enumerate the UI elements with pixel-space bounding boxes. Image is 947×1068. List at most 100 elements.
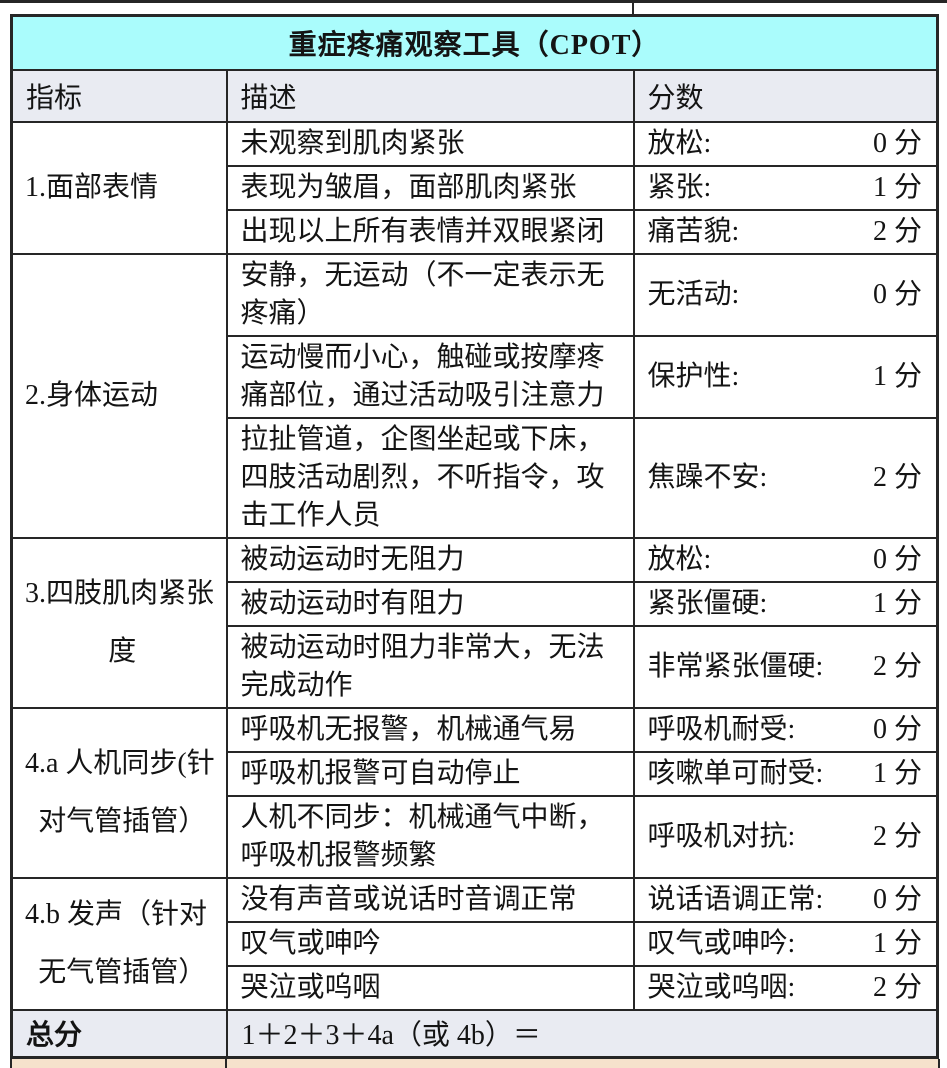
score-cell: 咳嗽单可耐受: 1 分 [632, 750, 939, 797]
description-cell: 呼吸机报警可自动停止 [225, 750, 635, 797]
score-wrap: 咳嗽单可耐受: 1 分 [648, 755, 923, 793]
score-cell: 焦躁不安: 2 分 [632, 416, 939, 539]
score-label: 痛苦貌: [647, 215, 740, 247]
score-cell: 呼吸机耐受: 0 分 [632, 706, 939, 753]
table-row: 2.身体运动 安静，无运动（不一定表示无疼痛） 无活动: 0 分 [10, 252, 939, 539]
score-label: 叹气或呻吟: [647, 927, 796, 959]
score-cell: 无活动: 0 分 [632, 252, 939, 337]
header-row: 指标 描述 分数 [10, 68, 939, 123]
table-row: 表现为皱眉，面部肌肉紧张 紧张: 1 分 [12, 164, 939, 211]
cutoff-row-top-border [0, 0, 947, 3]
score-wrap: 呼吸机对抗: 2 分 [648, 818, 923, 856]
score-wrap: 保护性: 1 分 [648, 358, 923, 396]
indicator-cell: 4.a 人机同步(针 对气管插管） [10, 706, 228, 879]
indicator-cell: 3.四肢肌肉紧张度 [10, 536, 228, 709]
score-value: 1 分 [872, 360, 922, 392]
score-label: 保护性: [647, 360, 740, 392]
indicator-text: 3.四肢肌肉紧张 [25, 577, 215, 609]
score-label: 紧张僵硬: [647, 587, 768, 619]
score-cell: 紧张: 1 分 [632, 164, 939, 211]
score-cell: 放松: 0 分 [632, 120, 939, 167]
description-cell: 出现以上所有表情并双眼紧闭 [225, 208, 635, 255]
score-value: 1 分 [872, 927, 922, 959]
score-value: 0 分 [872, 543, 922, 575]
score-wrap: 非常紧张僵硬: 2 分 [648, 648, 923, 686]
indicator-cell: 4.b 发声（针对 无气管插管） [10, 876, 228, 1011]
score-label: 呼吸机耐受: [647, 713, 796, 745]
column-header-score: 分数 [632, 68, 939, 123]
total-label: 总分 [10, 1008, 228, 1059]
score-cell: 痛苦貌: 2 分 [632, 208, 939, 255]
score-value: 1 分 [872, 171, 922, 203]
description-cell: 叹气或呻吟 [225, 920, 635, 967]
table-row: 3.四肢肌肉紧张度被动运动时无阻力 放松: 0 分 [10, 536, 939, 709]
score-cell: 叹气或呻吟: 1 分 [632, 920, 939, 967]
indicator-text: 2.身体运动 [25, 379, 159, 411]
score-value: 2 分 [872, 215, 922, 247]
score-label: 咳嗽单可耐受: [647, 757, 824, 789]
total-row: 总分 1＋2＋3＋4a（或 4b）＝ [10, 1008, 939, 1059]
score-cell: 非常紧张僵硬: 2 分 [632, 624, 939, 709]
indicator-cell: 2.身体运动 [10, 252, 228, 539]
description-cell: 人机不同步：机械通气中断，呼吸机报警频繁 [225, 794, 635, 879]
table-row: 4.a 人机同步(针 对气管插管） 呼吸机无报警，机械通气易 呼吸机耐受: 0 分 [10, 706, 939, 879]
score-wrap: 说话语调正常: 0 分 [648, 881, 923, 919]
next-section-cutoff-strip [10, 1059, 940, 1068]
score-wrap: 呼吸机耐受: 0 分 [648, 711, 923, 749]
score-wrap: 叹气或呻吟: 1 分 [648, 925, 923, 963]
score-value: 2 分 [872, 650, 922, 682]
score-label: 焦躁不安: [647, 461, 768, 493]
description-cell: 被动运动时有阻力 [225, 580, 635, 627]
score-cell: 呼吸机对抗: 2 分 [632, 794, 939, 879]
score-value: 0 分 [872, 127, 922, 159]
table-row: 拉扯管道，企图坐起或下床，四肢活动剧烈，不听指令，攻击工作人员 焦躁不安: 2 分 [12, 416, 939, 539]
description-cell: 呼吸机无报警，机械通气易 [225, 706, 635, 753]
description-cell: 运动慢而小心，触碰或按摩疼痛部位，通过活动吸引注意力 [225, 334, 635, 419]
score-wrap: 紧张僵硬: 1 分 [648, 585, 923, 623]
column-header-indicator: 指标 [10, 68, 228, 123]
table-title: 重症疼痛观察工具（CPOT） [10, 14, 939, 71]
score-label: 呼吸机对抗: [647, 820, 796, 852]
table-row: 人机不同步：机械通气中断，呼吸机报警频繁 呼吸机对抗: 2 分 [12, 794, 939, 879]
indicator-text: 无气管插管） [38, 956, 207, 988]
title-row: 重症疼痛观察工具（CPOT） [10, 14, 939, 71]
cutoff-column-divider-top [632, 3, 634, 14]
score-value: 0 分 [872, 713, 922, 745]
score-wrap: 哭泣或呜咽: 2 分 [648, 969, 923, 1007]
score-cell: 放松: 0 分 [632, 536, 939, 583]
description-cell: 哭泣或呜咽 [225, 964, 635, 1011]
score-wrap: 放松: 0 分 [648, 541, 923, 579]
score-wrap: 焦躁不安: 2 分 [648, 459, 923, 497]
score-value: 0 分 [872, 278, 922, 310]
indicator-text: 1.面部表情 [25, 171, 159, 203]
table-row: 呼吸机报警可自动停止 咳嗽单可耐受: 1 分 [12, 750, 939, 797]
total-formula: 1＋2＋3＋4a（或 4b）＝ [225, 1008, 939, 1059]
score-label: 非常紧张僵硬: [647, 650, 824, 682]
description-cell: 安静，无运动（不一定表示无疼痛） [225, 252, 635, 337]
score-value: 0 分 [872, 883, 922, 915]
score-value: 1 分 [872, 757, 922, 789]
table-row: 哭泣或呜咽 哭泣或呜咽: 2 分 [12, 964, 939, 1011]
score-wrap: 紧张: 1 分 [648, 169, 923, 207]
column-header-description: 描述 [225, 68, 635, 123]
score-value: 2 分 [872, 820, 922, 852]
indicator-cell: 1.面部表情 [10, 120, 228, 255]
score-wrap: 放松: 0 分 [648, 125, 923, 163]
score-label: 无活动: [647, 278, 740, 310]
score-value: 2 分 [872, 461, 922, 493]
cpot-table: 重症疼痛观察工具（CPOT） 指标 描述 分数 1.面部表情 未观察到肌肉紧张 放松… [10, 14, 939, 1059]
description-cell: 没有声音或说话时音调正常 [225, 876, 635, 923]
score-cell: 保护性: 1 分 [632, 334, 939, 419]
score-label: 哭泣或呜咽: [647, 971, 796, 1003]
description-cell: 未观察到肌肉紧张 [225, 120, 635, 167]
score-label: 说话语调正常: [647, 883, 824, 915]
score-cell: 紧张僵硬: 1 分 [632, 580, 939, 627]
table-row: 叹气或呻吟 叹气或呻吟: 1 分 [12, 920, 939, 967]
cutoff-column-divider-bottom [225, 1059, 227, 1068]
description-cell: 拉扯管道，企图坐起或下床，四肢活动剧烈，不听指令，攻击工作人员 [225, 416, 635, 539]
indicator-text: 4.a 人机同步(针 [25, 747, 215, 779]
description-cell: 表现为皱眉，面部肌肉紧张 [225, 164, 635, 211]
indicator-text: 度 [108, 635, 137, 667]
indicator-text: 对气管插管） [38, 805, 207, 837]
table-row: 4.b 发声（针对 无气管插管） 没有声音或说话时音调正常 说话语调正常: 0 分 [10, 876, 939, 1011]
